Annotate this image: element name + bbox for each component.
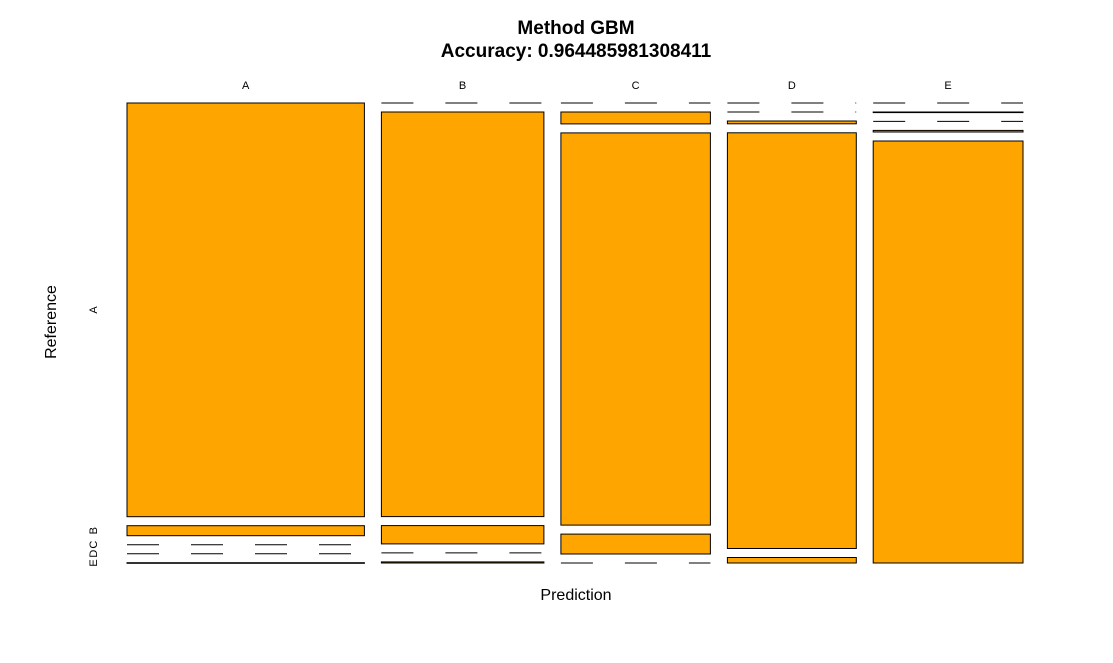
tile-pred-d-ref-e [726, 557, 857, 564]
x-tick-label-c: C [632, 80, 640, 92]
tile-pred-d-ref-c [726, 120, 857, 125]
y-tick-label-c: C [88, 541, 100, 549]
tile-pred-a-ref-b [126, 525, 365, 537]
y-tick-label-a: A [88, 306, 100, 314]
tile-pred-b-ref-c [380, 525, 545, 545]
y-tick-label-e: E [88, 559, 100, 566]
tile-pred-c-ref-d [560, 533, 711, 555]
y-tick-label-b: B [88, 527, 100, 534]
tile-pred-b-ref-e [380, 561, 545, 564]
y-tick-label-d: D [88, 550, 100, 558]
tile-pred-c-ref-b [560, 111, 711, 125]
tile-pred-c-ref-c [560, 132, 711, 526]
tile-pred-d-ref-d [726, 132, 857, 550]
x-tick-label-b: B [459, 80, 466, 92]
x-tick-labels: A B C D E [242, 80, 952, 92]
mosaic-tiles [126, 102, 1024, 564]
chart-subtitle: Accuracy: 0.964485981308411 [441, 41, 712, 62]
tile-pred-e-ref-b [872, 111, 1024, 114]
x-axis-title: Prediction [540, 587, 611, 604]
tile-pred-a-ref-e [126, 562, 365, 564]
x-tick-label-e: E [944, 80, 951, 92]
chart-title: Method GBM [517, 18, 634, 39]
x-tick-label-a: A [242, 80, 250, 92]
tile-pred-e-ref-e [872, 140, 1024, 564]
tile-pred-e-ref-d [872, 129, 1024, 133]
x-tick-label-d: D [788, 80, 796, 92]
y-axis-title: Reference [43, 285, 60, 359]
tile-pred-a-ref-a [126, 102, 365, 518]
tile-pred-b-ref-b [380, 111, 545, 518]
